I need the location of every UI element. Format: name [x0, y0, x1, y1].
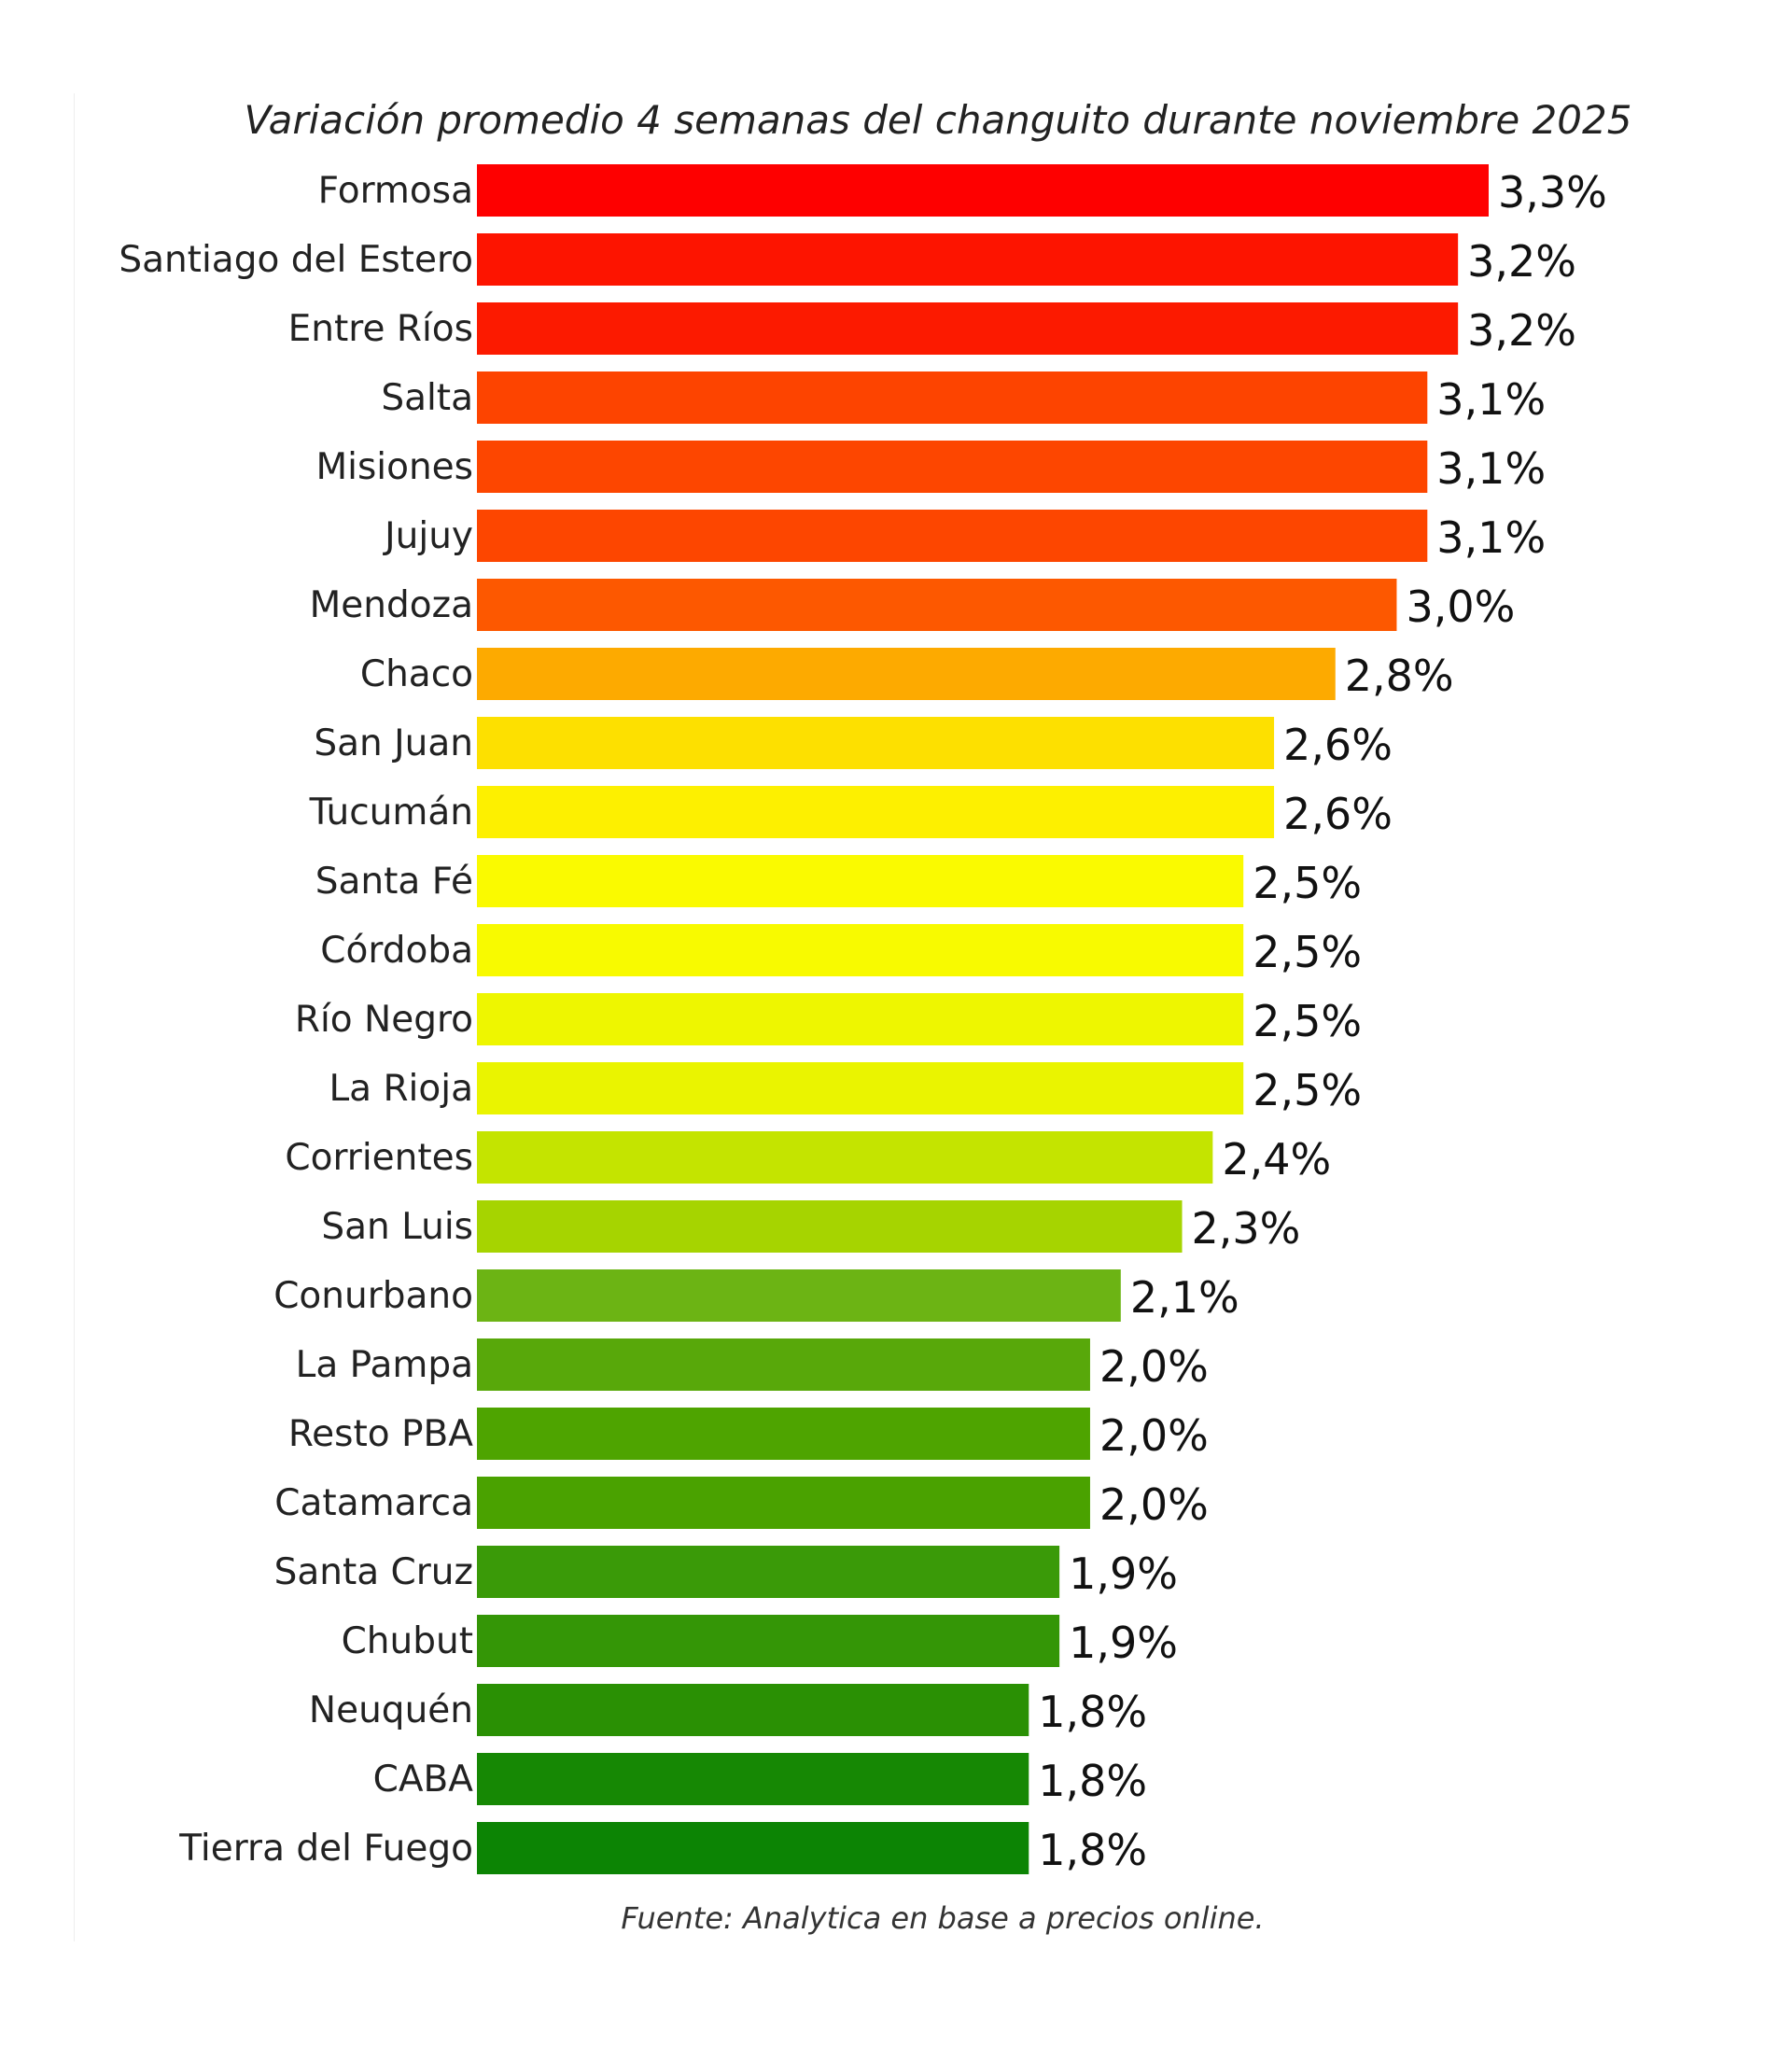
bar-18: [477, 1408, 1090, 1460]
category-label: Santa Cruz: [274, 1551, 473, 1593]
category-label: Mendoza: [310, 584, 473, 626]
category-label: Tierra del Fuego: [178, 1828, 473, 1870]
bar-1: [477, 233, 1459, 286]
category-label: Chaco: [360, 653, 473, 695]
category-label: Entre Ríos: [288, 308, 473, 350]
value-label: 2,3%: [1192, 1203, 1301, 1254]
value-label: 3,1%: [1436, 374, 1546, 425]
bar-15: [477, 1200, 1183, 1253]
value-label: 2,5%: [1253, 858, 1362, 908]
category-label: Resto PBA: [288, 1413, 473, 1455]
category-label: Conurbano: [273, 1275, 473, 1317]
value-label: 2,8%: [1345, 651, 1454, 701]
value-label: 3,1%: [1436, 512, 1546, 563]
category-label: Santa Fé: [315, 861, 473, 903]
bar-4: [477, 441, 1428, 493]
value-label: 2,5%: [1253, 996, 1362, 1046]
value-label: 1,8%: [1038, 1756, 1147, 1806]
category-label: Tucumán: [309, 792, 473, 834]
value-label: 2,0%: [1099, 1341, 1209, 1392]
bar-12: [477, 993, 1244, 1045]
bar-21: [477, 1615, 1060, 1667]
bar-11: [477, 924, 1244, 976]
category-label: La Rioja: [329, 1068, 473, 1110]
value-label: 3,2%: [1467, 305, 1576, 356]
bar-22: [477, 1684, 1029, 1736]
bar-24: [477, 1822, 1029, 1874]
category-label: Misiones: [315, 446, 473, 488]
category-label: Salta: [381, 377, 473, 419]
category-label: Córdoba: [320, 930, 473, 972]
value-label: 3,3%: [1498, 167, 1607, 217]
category-label: CABA: [373, 1759, 474, 1801]
value-label: 1,9%: [1069, 1549, 1178, 1599]
chart-source: Fuente: Analytica en base a precios onli…: [621, 1900, 1265, 1936]
bar-23: [477, 1753, 1029, 1805]
bar-16: [477, 1269, 1121, 1322]
bar-9: [477, 786, 1275, 838]
value-label: 1,8%: [1038, 1825, 1147, 1875]
category-label: San Luis: [321, 1206, 473, 1248]
bar-17: [477, 1338, 1090, 1391]
bar-7: [477, 648, 1336, 700]
left-divider: [74, 93, 75, 1941]
value-label: 1,8%: [1038, 1687, 1147, 1737]
category-label: Catamarca: [274, 1482, 473, 1524]
bar-13: [477, 1062, 1244, 1114]
category-label: Jujuy: [382, 515, 473, 557]
chart-title: Variación promedio 4 semanas del changui…: [244, 97, 1632, 143]
bar-0: [477, 164, 1489, 217]
value-label: 3,0%: [1406, 582, 1515, 632]
value-label: 2,1%: [1130, 1272, 1239, 1323]
bar-5: [477, 510, 1428, 562]
bar-8: [477, 717, 1275, 769]
category-label: Chubut: [342, 1620, 473, 1662]
category-label: Santiago del Estero: [119, 239, 473, 281]
value-label: 2,5%: [1253, 1065, 1362, 1115]
value-label: 3,2%: [1467, 236, 1576, 287]
category-label: La Pampa: [296, 1344, 473, 1386]
category-label: Formosa: [318, 170, 473, 212]
value-label: 2,6%: [1283, 720, 1393, 770]
bar-20: [477, 1546, 1060, 1598]
bar-14: [477, 1131, 1213, 1184]
value-label: 2,0%: [1099, 1479, 1209, 1530]
category-label: Neuquén: [309, 1689, 473, 1731]
bar-10: [477, 855, 1244, 907]
bar-3: [477, 371, 1428, 424]
category-label: San Juan: [314, 722, 473, 764]
category-label: Corrientes: [285, 1137, 473, 1179]
value-label: 2,6%: [1283, 789, 1393, 839]
category-label: Río Negro: [295, 999, 473, 1041]
value-label: 3,1%: [1436, 443, 1546, 494]
bar-6: [477, 579, 1397, 631]
value-label: 1,9%: [1069, 1618, 1178, 1668]
value-label: 2,5%: [1253, 927, 1362, 977]
value-label: 2,4%: [1222, 1134, 1331, 1184]
bar-2: [477, 302, 1459, 355]
bar-19: [477, 1477, 1090, 1529]
value-label: 2,0%: [1099, 1410, 1209, 1461]
